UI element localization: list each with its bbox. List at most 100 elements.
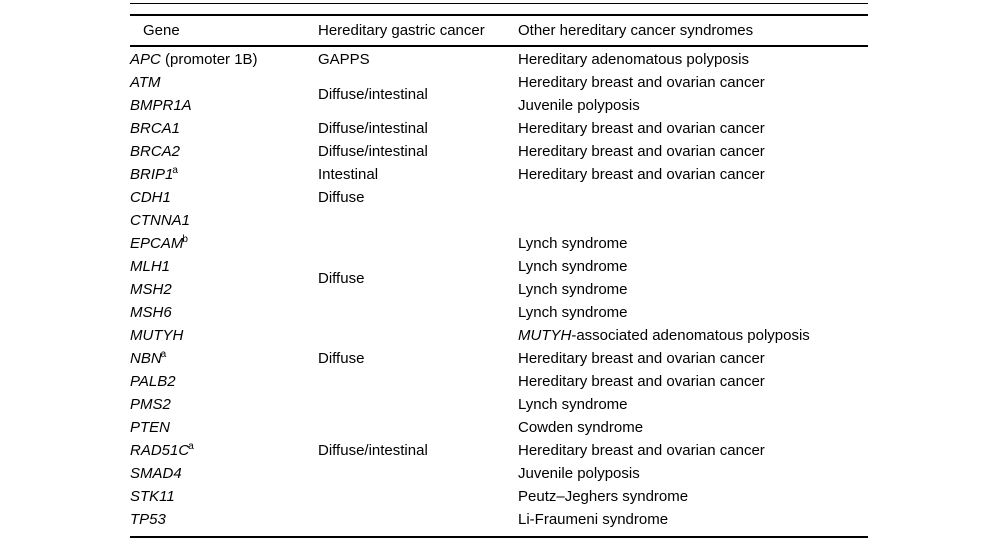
other-syndrome-cell [518, 186, 868, 209]
gene-cell: MLH1 [130, 255, 318, 278]
table-row: TP53 Li-Fraumeni syndrome [130, 508, 868, 531]
hereditary-gastric-cancer-cell: Diffuse [318, 350, 365, 367]
hereditary-gastric-cancer-cell [318, 508, 518, 531]
gene-symbol: NBN [130, 350, 162, 367]
other-syndrome-cell: Hereditary breast and ovarian cancer [518, 74, 765, 91]
gene-symbol: BRIP1 [130, 166, 174, 183]
gene-symbol: BRCA1 [130, 120, 181, 137]
table-row: RAD51Ca Diffuse/intestinal Hereditary brea… [130, 439, 868, 462]
footnote-marker: a [188, 441, 194, 452]
gene-cell: BRCA1 [130, 117, 318, 140]
gene-symbol: PTEN [130, 419, 171, 436]
gene-cell: NBNa [130, 347, 318, 370]
table-row: BMPR1A Juvenile polyposis [130, 94, 868, 117]
other-syndrome-cell: Hereditary breast and ovarian cancer [518, 143, 765, 160]
other-syndrome-cell: Lynch syndrome [518, 396, 628, 413]
gene-symbol: SMAD4 [130, 465, 182, 482]
gene-cell: SMAD4 [130, 462, 318, 485]
table-row: BRCA2 Diffuse/intestinal Hereditary breast… [130, 140, 868, 163]
hereditary-gastric-cancer-cell: GAPPS [318, 51, 370, 68]
table-row: PTEN Cowden syndrome [130, 416, 868, 439]
column-header-other-syndromes: Other hereditary cancer syndromes [518, 22, 754, 39]
other-syndrome-cell: Hereditary breast and ovarian cancer [518, 120, 765, 137]
gene-cell: APC (promoter 1B) [130, 48, 318, 71]
table-row: ATM Diffuse/intestinal Hereditary breast a… [130, 71, 868, 103]
table-row: CDH1 Diffuse [130, 186, 868, 209]
gene-symbol: PALB2 [130, 373, 176, 390]
table-row: NBNa Diffuse Hereditary breast and ovarian… [130, 347, 868, 370]
other-syndrome-cell: Lynch syndrome [518, 258, 628, 275]
table-row: BRCA1 Diffuse/intestinal Hereditary breast… [130, 117, 868, 140]
header-bottom-rule [130, 45, 868, 47]
gene-cell: BMPR1A [130, 94, 318, 117]
other-syndrome-cell: Lynch syndrome [518, 304, 628, 321]
gene-cell: EPCAMb [130, 232, 318, 255]
footnote-marker: b [182, 234, 188, 245]
other-syndrome-cell: Hereditary breast and ovarian cancer [518, 350, 765, 367]
gene-symbol: STK11 [130, 488, 175, 505]
gene-symbol: CTNNA1 [130, 212, 191, 229]
gene-symbol: MLH1 [130, 258, 171, 275]
gene-cell: STK11 [130, 485, 318, 508]
gene-symbol: TP53 [130, 511, 166, 528]
other-syndrome-cell [518, 209, 868, 232]
table-row: APC (promoter 1B) GAPPS Hereditary adenoma… [130, 48, 868, 71]
hereditary-gastric-cancer-cell: Diffuse/intestinal [318, 120, 428, 137]
table-top-rule [130, 14, 868, 16]
hereditary-gastric-cancer-cell [318, 485, 518, 508]
hereditary-gastric-cancer-cell [318, 416, 518, 439]
gene-symbol: RAD51C [130, 442, 190, 459]
hereditary-gastric-cancer-cell: Diffuse/intestinal [318, 143, 428, 160]
table-header-row: Gene Hereditary gastric cancer Other her… [130, 16, 868, 45]
caption-separator-rule [130, 3, 868, 4]
table-row: PMS2 Lynch syndrome [130, 393, 868, 416]
hereditary-gastric-cancer-cell: Diffuse [318, 269, 365, 287]
table-row: MSH6 Lynch syndrome [130, 301, 868, 324]
column-header-hereditary-gastric-cancer: Hereditary gastric cancer [318, 22, 485, 39]
gene-symbol: MUTYH [130, 327, 184, 344]
gene-cell: TP53 [130, 508, 318, 531]
hereditary-gastric-cancer-cell: Intestinal [318, 166, 379, 183]
other-syndrome-cell: Juvenile polyposis [518, 97, 640, 114]
table-row: MSH2 Lynch syndrome [130, 278, 868, 301]
hereditary-gastric-cancer-cell [318, 393, 518, 416]
gene-table-body: APC (promoter 1B) GAPPS Hereditary adenoma… [130, 48, 868, 531]
other-syndrome-cell: Lynch syndrome [518, 281, 628, 298]
other-syndrome-cell: Peutz–Jeghers syndrome [518, 488, 689, 505]
table-bottom-rule [130, 536, 868, 538]
gene-cell: PALB2 [130, 370, 318, 393]
hereditary-gastric-cancer-cell [318, 209, 518, 232]
hereditary-gastric-cancer-cell: Diffuse/intestinal [318, 85, 428, 103]
gene-cell: PMS2 [130, 393, 318, 416]
gene-cell: BRCA2 [130, 140, 318, 163]
gene-cell: RAD51Ca [130, 439, 318, 462]
table-row: PALB2 Hereditary breast and ovarian cance… [130, 370, 868, 393]
gene-symbol: BRCA2 [130, 143, 181, 160]
gene-symbol: EPCAM [130, 235, 184, 252]
other-syndrome-cell: Hereditary breast and ovarian cancer [518, 442, 765, 459]
other-syndrome-cell: Li-Fraumeni syndrome [518, 511, 669, 528]
other-syndrome-cell: Hereditary breast and ovarian cancer [518, 373, 765, 390]
gene-symbol: ATM [130, 74, 161, 91]
gene-symbol: BMPR1A [130, 97, 192, 114]
table-row: MLH1 Lynch syndrome [130, 255, 868, 278]
table-row: MUTYH MUTYH-associated adenomatous polypo… [130, 324, 868, 347]
gene-symbol: CDH1 [130, 189, 171, 206]
gene-table: APC (promoter 1B) GAPPS Hereditary adenoma… [130, 48, 868, 531]
table-row: CTNNA1 [130, 209, 868, 232]
hereditary-gastric-cancer-cell [318, 324, 518, 347]
footnote-marker: a [160, 349, 167, 360]
other-syndrome-cell: Hereditary breast and ovarian cancer [518, 166, 765, 183]
gene-cell: MSH6 [130, 301, 318, 324]
table-row: BRIP1a Intestinal Hereditary breast and ov… [130, 163, 868, 186]
gene-cell: MUTYH [130, 324, 318, 347]
gene-symbol: APC [130, 51, 161, 68]
gene-cell: CDH1 [130, 186, 318, 209]
other-syndrome-cell: Juvenile polyposis [518, 465, 640, 482]
hereditary-gastric-cancer-cell [318, 462, 518, 485]
gene-cell: CTNNA1 [130, 209, 318, 232]
hereditary-gastric-cancer-cell [318, 370, 518, 393]
syndrome-gene-symbol: MUTYH [518, 327, 572, 344]
other-syndrome-cell: Lynch syndrome [518, 235, 628, 252]
